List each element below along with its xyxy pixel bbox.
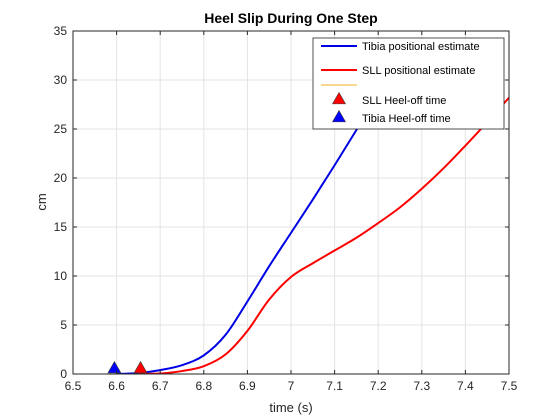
x-tick-label: 7.4 xyxy=(457,379,474,393)
x-tick-label: 6.8 xyxy=(195,379,212,393)
x-tick-label: 7.5 xyxy=(501,379,518,393)
marker-layer xyxy=(107,360,148,374)
tick-labels: 6.5 6.6 6.7 6.8 6.9 7 7.1 7.2 7.3 7.4 7.5 0 5 10 15 20 2… xyxy=(54,24,518,393)
legend-label-0: Tibia positional estimate xyxy=(362,41,480,53)
legend-swatch-marker-3 xyxy=(331,91,347,105)
x-tick-label: 6.7 xyxy=(152,379,169,393)
y-tick-label: 35 xyxy=(54,24,68,38)
legend-label-3: SLL Heel-off time xyxy=(362,95,446,107)
legend-box xyxy=(312,37,505,130)
x-tick-label: 7.1 xyxy=(326,379,343,393)
x-tick-label: 6.5 xyxy=(65,379,82,393)
x-tick-label: 7 xyxy=(288,379,295,393)
legend-label-4: Tibia Heel-off time xyxy=(362,113,451,125)
x-tick-label: 7.2 xyxy=(370,379,387,393)
y-tick-label: 20 xyxy=(54,171,68,185)
y-tick-label: 0 xyxy=(60,367,67,381)
y-tick-label: 10 xyxy=(54,269,68,283)
heel-off-marker-3 xyxy=(133,360,148,374)
series-line-1 xyxy=(138,96,509,374)
x-axis-label: time (s) xyxy=(269,400,312,415)
y-tick-label: 25 xyxy=(54,122,68,136)
y-axis-label: cm xyxy=(34,193,49,210)
y-tick-label: 5 xyxy=(60,318,67,332)
x-tick-label: 6.6 xyxy=(108,379,125,393)
legend: Tibia positional estimate SLL positional … xyxy=(312,37,505,130)
heel-off-marker-4 xyxy=(107,360,122,374)
y-tick-label: 30 xyxy=(54,73,68,87)
legend-label-1: SLL positional estimate xyxy=(362,65,475,77)
legend-swatch-marker-4 xyxy=(331,109,347,123)
axis-ticks xyxy=(72,30,510,375)
x-tick-label: 7.3 xyxy=(413,379,430,393)
y-tick-label: 15 xyxy=(54,220,68,234)
x-tick-label: 6.9 xyxy=(239,379,256,393)
chart-title: Heel Slip During One Step xyxy=(204,10,377,26)
